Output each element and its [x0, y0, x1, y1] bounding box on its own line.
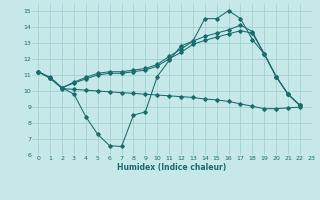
X-axis label: Humidex (Indice chaleur): Humidex (Indice chaleur)	[117, 163, 227, 172]
